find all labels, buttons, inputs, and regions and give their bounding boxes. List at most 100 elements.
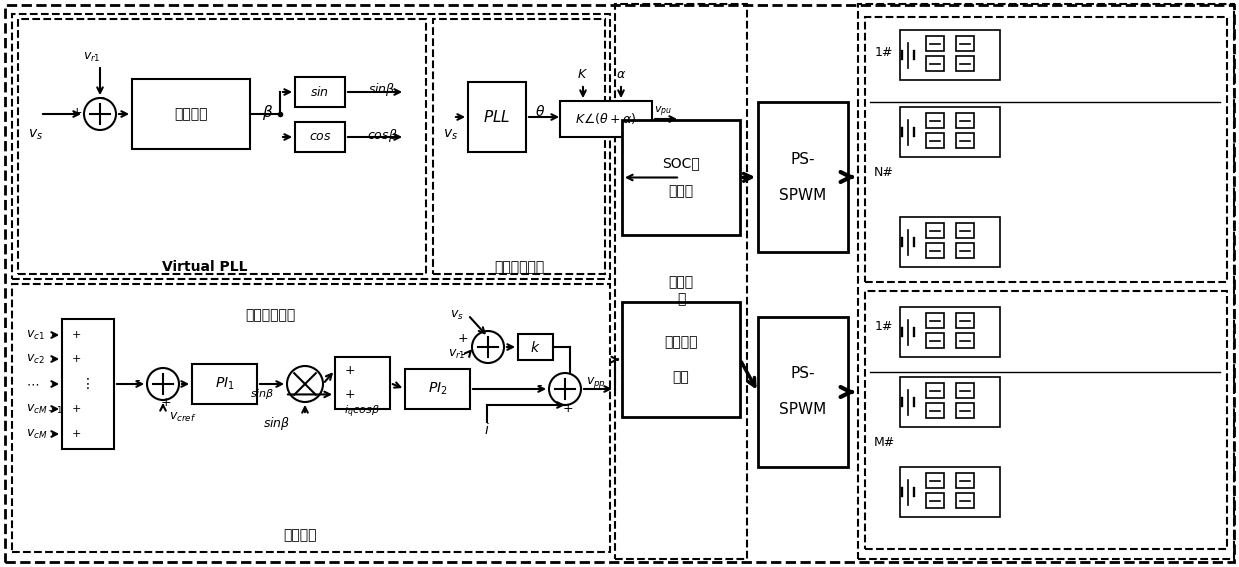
- Text: PS-: PS-: [790, 151, 815, 167]
- Bar: [405, 369, 470, 409]
- Text: $cos\beta$: $cos\beta$: [367, 126, 398, 143]
- Text: 制: 制: [676, 292, 685, 306]
- Text: $\beta$: $\beta$: [263, 103, 274, 121]
- Bar: [518, 334, 553, 360]
- Text: 均衡控: 均衡控: [668, 275, 694, 289]
- Bar: [192, 364, 256, 404]
- Text: -: -: [136, 374, 140, 387]
- Bar: [926, 313, 944, 328]
- Bar: [432, 19, 605, 274]
- Text: +: +: [72, 404, 82, 414]
- Text: $i_q cos\beta$: $i_q cos\beta$: [344, 404, 380, 420]
- Text: $PI_2$: $PI_2$: [427, 381, 447, 397]
- Bar: [857, 4, 1234, 559]
- Text: 闭环电流控制: 闭环电流控制: [245, 308, 295, 322]
- Text: +: +: [457, 332, 468, 345]
- Bar: [957, 113, 974, 128]
- Text: 相位计算: 相位计算: [175, 107, 208, 121]
- Bar: [335, 357, 390, 409]
- Bar: [926, 403, 944, 418]
- Bar: [926, 36, 944, 51]
- Bar: [900, 307, 1000, 357]
- Bar: [12, 284, 610, 552]
- Text: $i$: $i$: [484, 421, 489, 437]
- Text: M#: M#: [873, 435, 895, 448]
- Bar: [295, 77, 344, 107]
- Bar: [758, 102, 847, 252]
- Text: $v_{pp}$: $v_{pp}$: [586, 374, 606, 390]
- Bar: [295, 122, 344, 152]
- Text: 衡控制: 衡控制: [668, 184, 694, 198]
- Circle shape: [84, 98, 116, 130]
- Circle shape: [287, 366, 323, 402]
- Bar: [926, 223, 944, 238]
- Text: ⋮: ⋮: [81, 377, 95, 391]
- Text: $v_{pu}$: $v_{pu}$: [654, 105, 672, 119]
- Text: $cos$: $cos$: [309, 130, 331, 143]
- Text: +: +: [161, 396, 171, 409]
- Text: $sin\beta$: $sin\beta$: [249, 387, 274, 401]
- Bar: [957, 313, 974, 328]
- Bar: [957, 403, 974, 418]
- Text: $sin$: $sin$: [311, 85, 330, 99]
- Text: $v_s$: $v_s$: [450, 308, 463, 321]
- Text: $v_{cref}$: $v_{cref}$: [170, 411, 197, 424]
- Text: 1#: 1#: [875, 45, 893, 58]
- Text: $v_s$: $v_s$: [28, 128, 43, 142]
- Bar: [957, 56, 974, 71]
- Text: N#: N#: [873, 166, 893, 179]
- Text: +: +: [72, 354, 82, 364]
- Bar: [957, 133, 974, 148]
- Text: $PLL$: $PLL$: [483, 109, 510, 125]
- Bar: [957, 473, 974, 488]
- Text: $sin\beta$: $sin\beta$: [368, 82, 395, 99]
- Text: SPWM: SPWM: [779, 188, 826, 202]
- Bar: [926, 473, 944, 488]
- Text: +: +: [72, 105, 82, 119]
- Bar: [926, 56, 944, 71]
- Text: 开环电压控制: 开环电压控制: [494, 260, 544, 274]
- Bar: [957, 223, 974, 238]
- Text: SOC均: SOC均: [662, 156, 700, 171]
- Text: $v_{cM-1}$: $v_{cM-1}$: [26, 403, 63, 416]
- Bar: [900, 377, 1000, 427]
- Text: -: -: [461, 349, 466, 362]
- Bar: [615, 4, 747, 559]
- Bar: [133, 79, 250, 149]
- Text: $v_{r1}$: $v_{r1}$: [449, 348, 466, 361]
- Text: $\theta$: $\theta$: [535, 104, 545, 120]
- Bar: [926, 243, 944, 258]
- Bar: [865, 291, 1227, 549]
- Text: +: +: [72, 429, 82, 439]
- Bar: [900, 217, 1000, 267]
- Bar: [957, 493, 974, 508]
- Text: $v_{c1}$: $v_{c1}$: [26, 328, 45, 341]
- Text: PS-: PS-: [790, 366, 815, 382]
- Text: $\alpha$: $\alpha$: [616, 69, 626, 82]
- Bar: [865, 17, 1227, 282]
- Text: 控制: 控制: [673, 370, 689, 384]
- Bar: [12, 14, 610, 279]
- Text: $k$: $k$: [530, 340, 540, 354]
- Bar: [926, 133, 944, 148]
- Text: $\cdots$: $\cdots$: [26, 378, 40, 391]
- Circle shape: [472, 331, 504, 363]
- Text: +: +: [72, 330, 82, 340]
- Circle shape: [147, 368, 178, 400]
- Circle shape: [549, 373, 581, 405]
- Text: $PI_1$: $PI_1$: [214, 376, 234, 392]
- Text: 1#: 1#: [875, 320, 893, 333]
- Bar: [957, 243, 974, 258]
- Bar: [926, 493, 944, 508]
- Bar: [900, 467, 1000, 517]
- Text: -: -: [100, 92, 104, 102]
- Text: $K$: $K$: [577, 69, 589, 82]
- Text: $v_{c2}$: $v_{c2}$: [26, 353, 45, 366]
- Text: +: +: [344, 388, 356, 401]
- Bar: [957, 36, 974, 51]
- Text: 功率控制: 功率控制: [284, 528, 317, 542]
- Text: +: +: [344, 363, 356, 376]
- Bar: [62, 319, 114, 449]
- Text: -: -: [538, 379, 543, 392]
- Bar: [622, 120, 740, 235]
